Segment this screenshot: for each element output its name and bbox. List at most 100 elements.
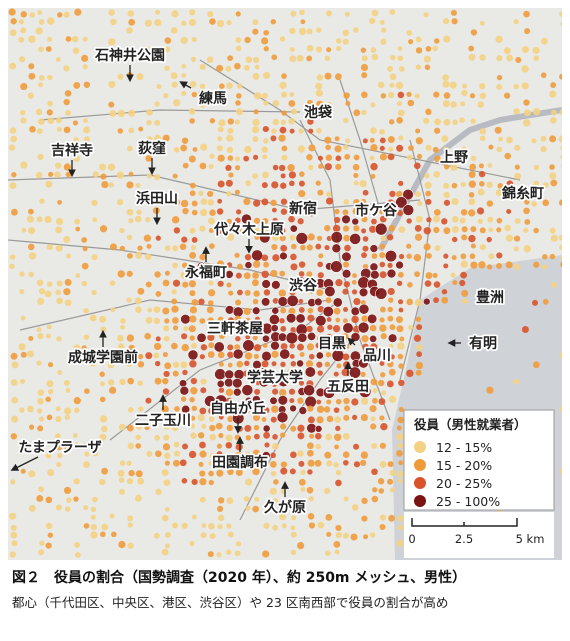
mesh-cell	[406, 253, 412, 259]
mesh-cell	[270, 452, 276, 459]
mesh-cell	[215, 422, 223, 430]
mesh-cell	[398, 66, 405, 72]
river	[377, 107, 562, 252]
mesh-cell	[298, 478, 306, 486]
mesh-cell	[172, 262, 179, 269]
mesh-cell	[55, 504, 63, 511]
mesh-cell	[540, 146, 547, 153]
mesh-cell	[379, 137, 386, 144]
mesh-cell	[342, 432, 350, 440]
mesh-cell	[333, 407, 340, 413]
mesh-cell	[361, 397, 369, 405]
mesh-cell	[315, 89, 323, 97]
mesh-cell	[39, 540, 45, 546]
mesh-cell	[478, 163, 484, 169]
mesh-cell	[73, 137, 79, 143]
mesh-cell	[245, 434, 252, 441]
mesh-cell	[271, 306, 280, 315]
mesh-cell	[254, 316, 260, 322]
mesh-cell	[315, 180, 321, 186]
mesh-cell	[171, 10, 179, 18]
mesh-cell	[245, 451, 251, 458]
mesh-cell	[306, 486, 314, 494]
mesh-cell	[45, 46, 52, 52]
mesh-cell	[324, 550, 331, 556]
mesh-cell	[145, 281, 152, 288]
mesh-cell	[126, 297, 132, 303]
mesh-cell	[243, 370, 250, 377]
mesh-cell	[137, 477, 145, 485]
mesh-cell	[145, 316, 153, 324]
mesh-cell	[335, 531, 342, 539]
mesh-cell	[118, 351, 125, 358]
mesh-cell	[109, 354, 116, 360]
mesh-cell	[371, 218, 377, 225]
mesh-cell	[234, 451, 242, 460]
mesh-cell	[128, 127, 135, 134]
mesh-cell	[216, 379, 225, 388]
mesh-cell	[280, 244, 288, 252]
mesh-cell	[318, 163, 324, 169]
mesh-cell	[254, 234, 260, 240]
mesh-cell	[388, 119, 395, 125]
mesh-cell	[63, 236, 71, 244]
mesh-cell	[460, 209, 468, 216]
mesh-cell	[63, 163, 71, 171]
mesh-cell	[558, 199, 562, 206]
mesh-cell	[173, 198, 181, 206]
mesh-cell	[326, 317, 332, 322]
mesh-cell	[451, 225, 459, 233]
mesh-cell	[330, 231, 343, 244]
place-label: 永福町	[184, 264, 227, 281]
mesh-cell	[271, 54, 278, 61]
mesh-cell	[415, 137, 423, 145]
mesh-cell	[370, 127, 377, 134]
mesh-cell	[540, 135, 547, 142]
mesh-cell	[353, 461, 361, 468]
mesh-cell	[281, 110, 287, 116]
mesh-cell	[335, 279, 343, 287]
mesh-cell	[197, 432, 205, 439]
mesh-cell	[243, 272, 251, 280]
mesh-cell	[37, 425, 44, 432]
mesh-cell	[351, 315, 359, 324]
mesh-cell	[9, 182, 17, 189]
mesh-cell	[261, 451, 271, 461]
mesh-cell	[366, 313, 378, 324]
mesh-cell	[505, 261, 513, 269]
scale-label: 2.5	[455, 532, 473, 546]
mesh-cell	[361, 228, 367, 234]
mesh-cell	[236, 209, 242, 215]
mesh-cell	[135, 443, 141, 449]
mesh-cell	[396, 280, 403, 287]
mesh-cell	[307, 331, 317, 341]
mesh-cell	[414, 224, 422, 232]
mesh-cell	[209, 118, 216, 124]
mesh-cell	[251, 306, 261, 315]
mesh-cell	[460, 253, 467, 260]
mesh-cell	[263, 71, 271, 80]
mesh-cell	[369, 137, 375, 143]
mesh-cell	[18, 343, 26, 351]
mesh-cell	[317, 110, 325, 117]
mesh-cell	[11, 172, 17, 178]
mesh-cell	[296, 359, 304, 368]
mesh-cell	[288, 117, 295, 125]
mesh-cell	[386, 268, 397, 279]
mesh-cell	[208, 342, 215, 349]
mesh-cell	[279, 36, 286, 42]
mesh-cell	[425, 46, 432, 52]
mesh-cell	[253, 353, 259, 359]
mesh-cell	[441, 296, 449, 304]
mesh-cell	[45, 396, 51, 403]
mesh-cell	[227, 415, 234, 423]
mesh-cell	[333, 540, 341, 548]
mesh-cell	[479, 92, 487, 100]
mesh-cell	[73, 478, 80, 485]
mesh-cell	[549, 164, 555, 170]
mesh-cell	[241, 384, 254, 397]
mesh-cell	[335, 479, 342, 487]
mesh-cell	[496, 146, 503, 153]
mesh-cell	[244, 289, 251, 296]
mesh-cell	[415, 215, 423, 223]
